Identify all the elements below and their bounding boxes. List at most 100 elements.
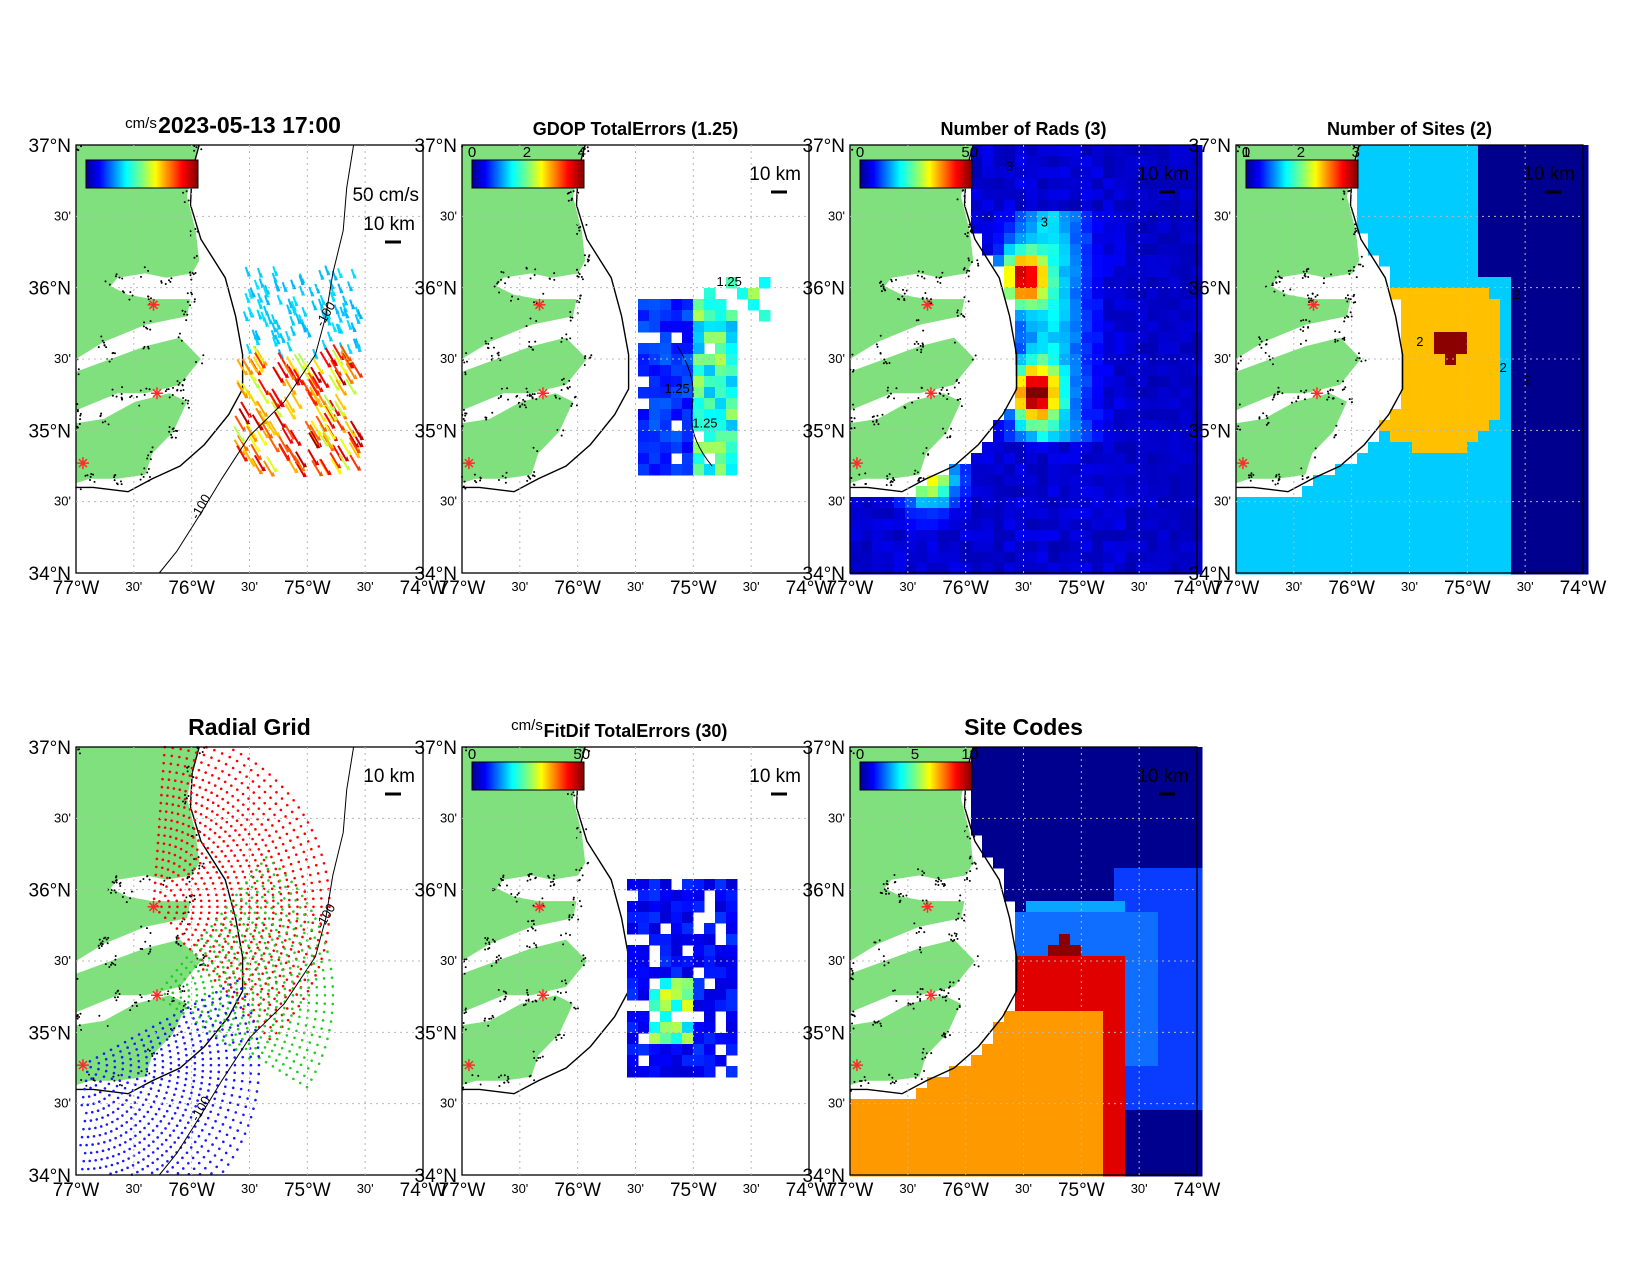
- coastal-island-dot: [168, 425, 171, 428]
- grid-point: [239, 864, 242, 868]
- grid-cell: [1489, 222, 1501, 234]
- grid-point: [259, 984, 262, 987]
- grid-cell: [1500, 398, 1512, 410]
- grid-cell: [1236, 519, 1248, 531]
- grid-cell: [1368, 541, 1380, 553]
- grid-cell: [1555, 189, 1567, 201]
- grid-cell: [1335, 486, 1347, 498]
- vector-arrowhead: [253, 436, 258, 442]
- coastal-island-dot: [577, 226, 580, 229]
- grid-cell: [1566, 211, 1578, 223]
- vector-arrowhead: [332, 434, 337, 440]
- vector-arrowhead: [348, 355, 353, 361]
- grid-cell: [1136, 398, 1148, 410]
- grid-cell: [638, 343, 650, 355]
- grid-cell: [1511, 541, 1523, 553]
- vector-arrow: [352, 423, 363, 441]
- vector-arrow: [293, 353, 305, 371]
- grid-cell: [1291, 541, 1303, 553]
- grid-cell: [993, 189, 1005, 201]
- vector-arrowhead: [278, 412, 283, 418]
- scale-bar-label: 10 km: [1137, 164, 1189, 185]
- vector-arrow: [236, 445, 248, 462]
- grid-point: [185, 850, 188, 854]
- grid-point: [279, 892, 283, 896]
- grid-cell: [715, 332, 727, 344]
- grid-point: [108, 1093, 111, 1097]
- grid-cell: [1158, 343, 1170, 355]
- coastal-island-dot: [473, 479, 476, 482]
- coastal-island-dot: [526, 394, 529, 397]
- grid-point: [256, 905, 259, 909]
- grid-point: [270, 938, 274, 941]
- coastal-island-dot: [568, 386, 571, 389]
- grid-cell: [1169, 530, 1181, 542]
- vector-arrow: [323, 412, 335, 430]
- vector-arrowhead: [320, 274, 325, 280]
- grid-cell: [1412, 376, 1424, 388]
- grid-point: [185, 928, 188, 931]
- grid-cell: [971, 453, 983, 465]
- grid-point: [306, 978, 310, 982]
- grid-cell: [1158, 442, 1170, 454]
- coastal-island-dot: [875, 420, 878, 423]
- grid-cell: [927, 552, 939, 564]
- grid-point: [215, 911, 219, 915]
- vector-arrowhead: [356, 448, 361, 454]
- grid-point: [255, 893, 259, 897]
- grid-point: [152, 1100, 156, 1104]
- grid-point: [230, 865, 233, 868]
- grid-point: [272, 905, 275, 909]
- coastal-island-dot: [1305, 339, 1308, 342]
- grid-point: [226, 801, 230, 804]
- grid-point: [94, 1073, 98, 1076]
- grid-cell: [1434, 464, 1446, 476]
- grid-cell: [1434, 211, 1446, 223]
- grid-cell: [1136, 288, 1148, 300]
- grid-cell: [993, 486, 1005, 498]
- grid-cell: [1158, 376, 1170, 388]
- lat-tick-label: 37°N: [1189, 136, 1231, 157]
- grid-point: [289, 1066, 292, 1070]
- grid-cell: [1081, 145, 1093, 157]
- coastal-island-dot: [120, 483, 123, 486]
- vector-arrow: [234, 415, 246, 432]
- grid-point: [245, 859, 248, 862]
- grid-cell: [1037, 255, 1049, 267]
- grid-cell: [671, 365, 683, 377]
- grid-cell: [1511, 453, 1523, 465]
- grid-cell: [1037, 486, 1049, 498]
- grid-cell: [1478, 508, 1490, 520]
- grid-cell: [1125, 211, 1137, 223]
- grid-point: [151, 1046, 155, 1049]
- vector-arrowhead: [337, 463, 342, 469]
- grid-cell: [1136, 222, 1148, 234]
- coastal-island-dot: [149, 932, 152, 935]
- vector-arrow: [281, 427, 293, 444]
- grid-point: [305, 952, 308, 956]
- grid-point: [266, 818, 270, 821]
- grid-point: [160, 866, 164, 870]
- map-panel-totals: 50 cm/s-100-10037°N30'36°N30'35°N30'34°N…: [29, 112, 447, 599]
- grid-cell: [1511, 508, 1523, 520]
- grid-cell: [1125, 475, 1137, 487]
- grid-point: [295, 958, 298, 961]
- grid-cell: [1169, 387, 1181, 399]
- grid-point: [263, 1009, 267, 1012]
- grid-cell: [1412, 541, 1424, 553]
- lon-tick-label: 75°W: [284, 578, 331, 599]
- grid-cell: [1401, 541, 1413, 553]
- grid-point: [204, 824, 207, 828]
- coastal-island-dot: [542, 292, 545, 295]
- grid-point: [249, 973, 253, 977]
- grid-cell: [938, 486, 950, 498]
- grid-point: [278, 886, 282, 889]
- grid-cell: [1081, 398, 1093, 410]
- coastal-island-dot: [922, 345, 925, 348]
- grid-point: [213, 748, 216, 752]
- coastal-island-dot: [113, 889, 116, 892]
- coastal-island-dot: [1289, 288, 1292, 291]
- grid-cell: [1445, 552, 1457, 564]
- coastal-island-dot: [571, 402, 574, 405]
- grid-cell: [1015, 321, 1027, 333]
